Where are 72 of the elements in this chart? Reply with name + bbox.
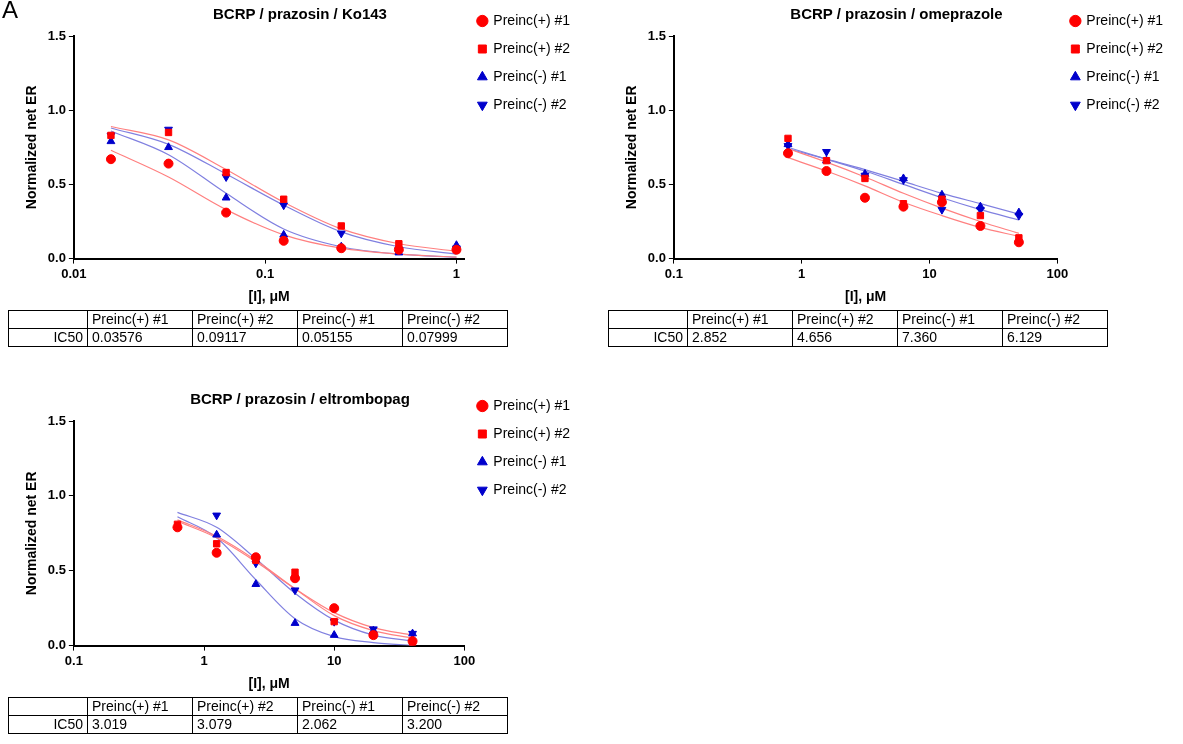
y-tick-label: 1.5 xyxy=(647,27,666,43)
x-tick-label: 100 xyxy=(1046,265,1069,281)
text: Preinc(+) #2 xyxy=(797,311,874,327)
x-tick-label: 100 xyxy=(453,652,476,668)
text: 0.05155 xyxy=(297,328,403,347)
text: 2.062 xyxy=(297,715,403,734)
chart-title: BCRP / prazosin / Ko143 xyxy=(213,5,387,23)
text: 2.852 xyxy=(687,328,793,347)
y-tick-label: 1.0 xyxy=(47,487,66,503)
x-tick-label: 0.1 xyxy=(256,265,275,281)
x-tick-label: 0.1 xyxy=(664,265,683,281)
x-tick-label: 10 xyxy=(326,652,342,668)
text: Preinc(+) #2 xyxy=(197,311,274,327)
text: Preinc(-) #2 xyxy=(407,698,481,714)
text: 4.656 xyxy=(792,328,898,347)
legend-label: Preinc(-) #1 xyxy=(493,67,567,84)
text: 6.129 xyxy=(1002,328,1108,347)
y-tick-label: 0.0 xyxy=(647,250,666,266)
legend-label: Preinc(-) #1 xyxy=(493,452,567,469)
chart-title: BCRP / prazosin / eltrombopag xyxy=(190,390,410,408)
y-tick-label: 1.0 xyxy=(647,101,666,117)
y-tick-label: 0.5 xyxy=(47,562,66,578)
text: Preinc(-) #1 xyxy=(902,311,976,327)
y-tick-label: 0.5 xyxy=(647,175,666,191)
text: IC50 xyxy=(8,715,88,734)
legend-label: Preinc(-) #2 xyxy=(493,95,567,112)
y-axis-title: Normalized net ER xyxy=(623,85,640,210)
x-tick-label: 1 xyxy=(798,265,806,281)
text: 0.09117 xyxy=(192,328,298,347)
legend-label: Preinc(+) #1 xyxy=(1086,11,1164,28)
text: 3.079 xyxy=(192,715,298,734)
y-tick-label: 1.5 xyxy=(47,412,66,428)
text: Preinc(-) #2 xyxy=(407,311,481,327)
text: IC50 xyxy=(8,328,88,347)
x-tick-label: 10 xyxy=(922,265,937,281)
text: Preinc(+) #1 xyxy=(92,311,169,327)
y-tick-label: 1.5 xyxy=(47,27,66,43)
x-axis-title: [I], μM xyxy=(248,675,290,692)
text: Preinc(+) #1 xyxy=(92,698,169,714)
chart-title: BCRP / prazosin / omeprazole xyxy=(790,5,1003,23)
x-tick-label: 0.01 xyxy=(61,265,87,281)
y-axis-title: Normalized net ER xyxy=(23,471,40,596)
text: IC50 xyxy=(608,328,688,347)
x-axis-title: [I], μM xyxy=(845,288,887,305)
legend-label: Preinc(+) #2 xyxy=(493,39,571,56)
legend-label: Preinc(-) #2 xyxy=(493,480,567,497)
legend-label: Preinc(+) #1 xyxy=(493,396,571,413)
x-tick-label: 0.1 xyxy=(64,652,83,668)
text: 7.360 xyxy=(897,328,1003,347)
text: Preinc(-) #1 xyxy=(302,698,376,714)
legend-label: Preinc(+) #1 xyxy=(493,11,571,28)
text: Preinc(-) #2 xyxy=(1007,311,1081,327)
x-tick-label: 1 xyxy=(452,265,461,281)
text: A xyxy=(2,0,19,24)
x-tick-label: 1 xyxy=(200,652,208,668)
text: 3.200 xyxy=(402,715,508,734)
y-tick-label: 0.0 xyxy=(47,250,66,266)
text: Preinc(+) #2 xyxy=(197,698,274,714)
text: 0.03576 xyxy=(87,328,193,347)
text: 3.019 xyxy=(87,715,193,734)
legend-label: Preinc(+) #2 xyxy=(493,424,571,441)
y-axis-title: Normalized net ER xyxy=(23,85,40,210)
legend-label: Preinc(-) #1 xyxy=(1086,67,1160,84)
y-tick-label: 0.5 xyxy=(47,175,66,191)
x-axis-title: [I], μM xyxy=(248,288,290,305)
legend-label: Preinc(-) #2 xyxy=(1086,95,1160,112)
text: Preinc(+) #1 xyxy=(692,311,769,327)
text: Preinc(-) #1 xyxy=(302,311,376,327)
y-tick-label: 1.0 xyxy=(47,101,66,117)
text: 0.07999 xyxy=(402,328,508,347)
y-tick-label: 0.0 xyxy=(47,637,66,653)
legend-label: Preinc(+) #2 xyxy=(1086,39,1164,56)
